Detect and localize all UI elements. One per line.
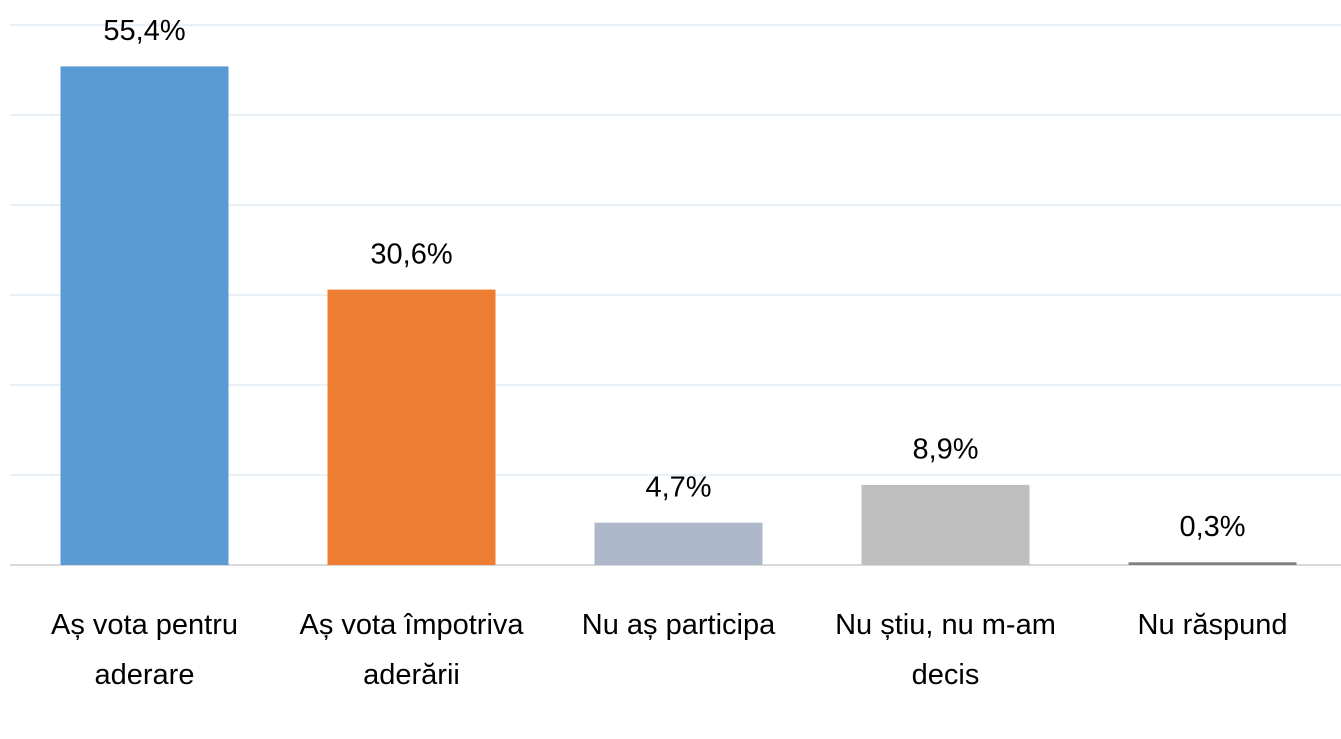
- x-tick-label: Nu aș participa: [581, 609, 776, 641]
- bar: [60, 66, 229, 566]
- value-label: 30,6%: [370, 238, 452, 270]
- x-tick-label: Aș vota pentru aderare: [51, 609, 238, 691]
- value-label: 4,7%: [645, 471, 711, 503]
- value-label: 0,3%: [1179, 511, 1245, 543]
- bar: [861, 484, 1030, 565]
- bar: [1128, 562, 1297, 565]
- value-label: 55,4%: [103, 15, 185, 47]
- x-tick-label: Aș vota împotriva aderării: [299, 609, 524, 691]
- x-tick-label: Nu răspund: [1137, 609, 1288, 641]
- bar: [327, 289, 496, 565]
- value-label: 8,9%: [912, 434, 978, 466]
- x-tick-label: Nu știu, nu m-am decis: [835, 609, 1056, 691]
- bar: [594, 522, 763, 565]
